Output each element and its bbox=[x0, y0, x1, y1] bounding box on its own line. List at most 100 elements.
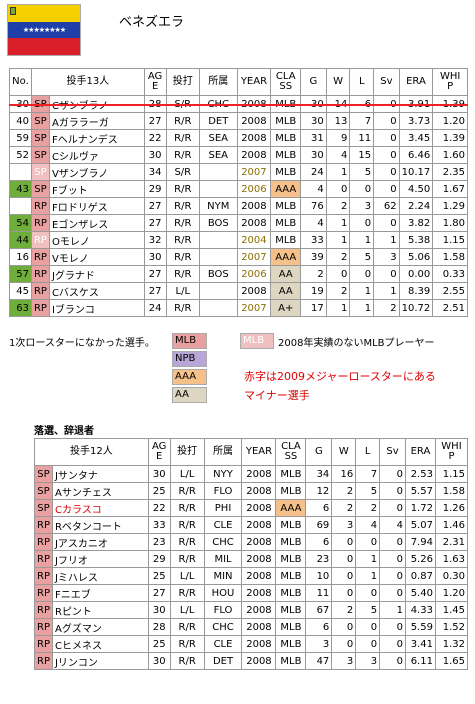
no-cell bbox=[9, 197, 32, 215]
w-cell: 9 bbox=[325, 129, 351, 147]
bt-cell: R/R bbox=[165, 180, 201, 198]
pos-cell: RP bbox=[34, 635, 53, 653]
year-cell: 2008 bbox=[241, 516, 277, 534]
team-cell: FLO bbox=[203, 601, 243, 619]
bt-cell: R/R bbox=[165, 146, 201, 164]
class-cell: MLB bbox=[275, 652, 307, 670]
year-cell: 2008 bbox=[236, 282, 272, 300]
name-cell: Aグズマン bbox=[51, 618, 149, 636]
header-sv: Sv bbox=[373, 68, 400, 96]
pos-cell: SP bbox=[34, 499, 53, 517]
l-cell: 2 bbox=[355, 499, 381, 517]
pos-cell: RP bbox=[30, 265, 50, 283]
class-cell: MLB bbox=[270, 129, 302, 147]
team-cell bbox=[199, 163, 238, 181]
year-cell: 2008 bbox=[236, 197, 272, 215]
dropped-header-year: YEAR bbox=[241, 438, 277, 466]
table-row: RP Jフリオ 29 R/R MIL 2008 MLB 23 0 1 0 5.26 1.63 bbox=[34, 550, 469, 568]
whip-cell: 1.65 bbox=[434, 652, 469, 670]
no-cell: 40 bbox=[9, 112, 32, 130]
sv-cell: 1 bbox=[379, 601, 406, 619]
sv-cell: 0 bbox=[373, 214, 400, 232]
dropped-header-age: AG E bbox=[147, 438, 171, 466]
class-cell: A+ bbox=[270, 299, 302, 317]
bt-cell: R/R bbox=[165, 248, 201, 266]
team-cell: DET bbox=[203, 652, 243, 670]
table-row: RP Aグズマン 28 R/R CHC 2008 MLB 6 0 0 0 5.59 1.52 bbox=[34, 618, 469, 636]
team-cell: CHC bbox=[203, 618, 243, 636]
age-cell: 25 bbox=[147, 567, 171, 585]
sv-cell: 2 bbox=[373, 299, 400, 317]
l-cell: 3 bbox=[355, 652, 381, 670]
header-投手13人: 投手13人 bbox=[30, 68, 145, 96]
name-cell: Jミハレス bbox=[51, 567, 149, 585]
table-row: RP Rベタンコート 33 R/R CLE 2008 MLB 69 3 4 4 5.07 1.46 bbox=[34, 516, 469, 534]
name-cell: Fニエブ bbox=[51, 584, 149, 602]
age-cell: 29 bbox=[147, 550, 171, 568]
sv-cell: 0 bbox=[373, 163, 400, 181]
sv-cell: 0 bbox=[373, 265, 400, 283]
no-cell: 52 bbox=[9, 146, 32, 164]
dropped-header-g: G bbox=[305, 438, 333, 466]
table-row: 59 SP Fヘルナンデス 22 R/R SEA 2008 MLB 31 9 11 0 3.45 1.39 bbox=[9, 129, 468, 147]
age-cell: 30 bbox=[147, 465, 171, 483]
sv-cell: 0 bbox=[379, 550, 406, 568]
table-row: RP Jアスカニオ 23 R/R CHC 2008 MLB 6 0 0 0 7.94 2.31 bbox=[34, 533, 469, 551]
team-cell bbox=[199, 299, 238, 317]
g-cell: 10 bbox=[305, 567, 333, 585]
name-cell: Rベタンコート bbox=[51, 516, 149, 534]
name-cell: Jリンコン bbox=[51, 652, 149, 670]
w-cell: 0 bbox=[325, 180, 351, 198]
header-age: AG E bbox=[143, 68, 167, 96]
g-cell: 67 bbox=[305, 601, 333, 619]
era-cell: 0.00 bbox=[398, 265, 434, 283]
name-cell: Jアスカニオ bbox=[51, 533, 149, 551]
year-cell: 2007 bbox=[236, 299, 272, 317]
class-cell: AAA bbox=[270, 248, 302, 266]
header-l: L bbox=[349, 68, 375, 96]
age-cell: 27 bbox=[143, 214, 167, 232]
year-cell: 2008 bbox=[241, 652, 277, 670]
sv-cell: 0 bbox=[379, 652, 406, 670]
pos-cell: RP bbox=[30, 282, 50, 300]
g-cell: 31 bbox=[300, 129, 327, 147]
era-cell: 2.53 bbox=[404, 465, 436, 483]
g-cell: 12 bbox=[305, 482, 333, 500]
team-cell bbox=[199, 248, 238, 266]
class-cell: AA bbox=[270, 265, 302, 283]
year-cell: 2008 bbox=[241, 601, 277, 619]
dropped-table: 投手12人 AG E 投打 所属 YEAR CLA SS G W L Sv ERA WHI P SP Jサンタナ… bbox=[34, 438, 469, 670]
name-cell: Cバスケス bbox=[48, 282, 145, 300]
whip-cell: 1.26 bbox=[434, 499, 469, 517]
age-cell: 32 bbox=[143, 231, 167, 249]
l-cell: 5 bbox=[355, 601, 381, 619]
dropped-header-era: ERA bbox=[404, 438, 436, 466]
w-cell: 2 bbox=[331, 601, 357, 619]
table-row: 63 RP Iブランコ 24 R/R 2007 A+ 17 1 1 2 10.72 2.51 bbox=[9, 299, 468, 317]
no-cell: 63 bbox=[9, 299, 32, 317]
bt-cell: R/R bbox=[169, 499, 205, 517]
team-cell: SEA bbox=[199, 129, 238, 147]
no-cell: 44 bbox=[9, 231, 32, 249]
sv-cell: 0 bbox=[379, 635, 406, 653]
team-cell: CHC bbox=[203, 533, 243, 551]
whip-cell: 1.60 bbox=[432, 146, 468, 164]
header-投打: 投打 bbox=[165, 68, 201, 96]
no-cell: 43 bbox=[9, 180, 32, 198]
pos-cell: RP bbox=[30, 231, 50, 249]
page-title: ベネズエラ bbox=[119, 15, 185, 30]
class-cell: MLB bbox=[270, 146, 302, 164]
name-cell: Oモレノ bbox=[48, 231, 145, 249]
age-cell: 25 bbox=[147, 482, 171, 500]
whip-cell: 1.20 bbox=[432, 112, 468, 130]
w-cell: 4 bbox=[325, 146, 351, 164]
class-cell: MLB bbox=[275, 584, 307, 602]
whip-cell: 1.46 bbox=[434, 516, 469, 534]
age-cell: 23 bbox=[147, 533, 171, 551]
g-cell: 34 bbox=[305, 465, 333, 483]
age-cell: 30 bbox=[147, 652, 171, 670]
dropped-header-whip: WHI P bbox=[434, 438, 469, 466]
sv-cell: 0 bbox=[373, 180, 400, 198]
w-cell: 13 bbox=[325, 112, 351, 130]
team-cell: DET bbox=[199, 112, 238, 130]
